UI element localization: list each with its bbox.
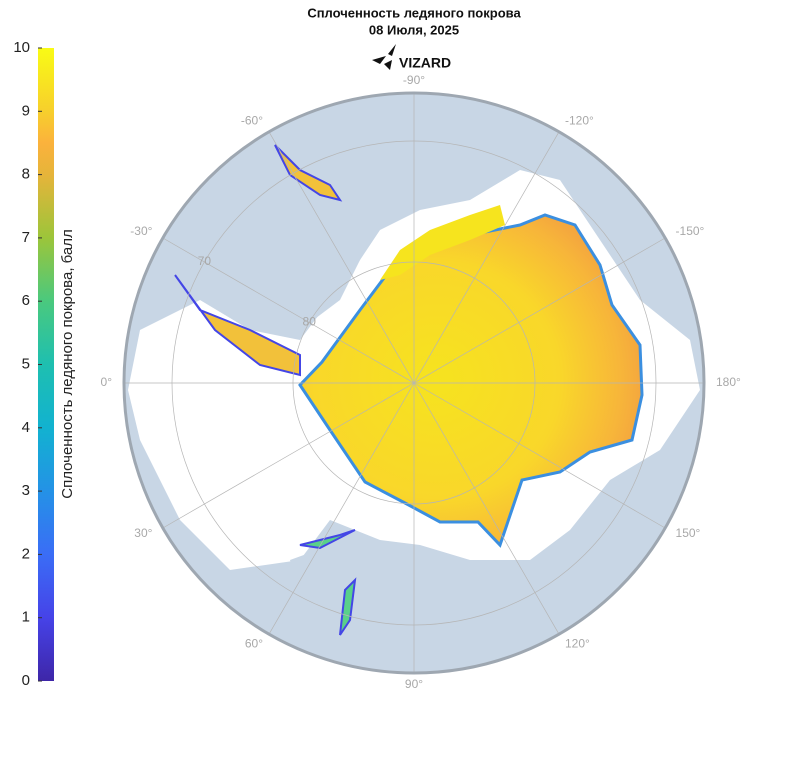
greenland <box>180 110 380 330</box>
longitude-label: -90° <box>403 73 425 87</box>
meridian <box>413 131 560 384</box>
longitude-label: 0° <box>101 375 113 389</box>
parallel <box>292 261 536 505</box>
colorbar-tick-label: 9 <box>22 102 30 119</box>
parallel <box>171 140 657 626</box>
colorbar-tick-label: 6 <box>22 292 30 309</box>
colorbar-ticks: 0 1 2 3 4 5 6 7 8 9 10 <box>13 39 42 689</box>
coastal-ice-south <box>299 529 357 636</box>
colorbar-tick-label: 3 <box>22 482 30 499</box>
meridian <box>413 382 560 635</box>
colorbar-tick-label: 8 <box>22 166 30 183</box>
colorbar-tick-label: 5 <box>22 355 30 372</box>
logo-text: VIZARD <box>399 55 451 71</box>
longitude-label: -120° <box>565 114 594 128</box>
colorbar-tick-label: 0 <box>22 672 30 689</box>
archipelago-ice <box>380 205 505 280</box>
title: Сплоченность ледяного покрова <box>307 5 521 20</box>
meridian <box>162 237 415 384</box>
colorbar-tick-label: 2 <box>22 545 30 562</box>
colorbar <box>38 48 54 681</box>
longitude-label: 120° <box>565 637 590 651</box>
meridian <box>413 237 666 384</box>
colorbar-tick-label: 7 <box>22 229 30 246</box>
sea-ice <box>298 213 644 548</box>
logo-icon <box>372 44 396 70</box>
longitude-label: 90° <box>405 677 423 691</box>
latitude-label: 70 <box>198 254 212 268</box>
longitude-label: 30° <box>134 526 152 540</box>
colorbar-tick-label: 10 <box>13 39 30 56</box>
meridian <box>268 382 415 635</box>
latitude-label: 80 <box>303 315 317 329</box>
map-frame <box>122 91 706 675</box>
colorbar-tick-label: 1 <box>22 609 30 626</box>
longitude-label: -30° <box>130 224 152 238</box>
colorbar-label: Сплоченность ледяного покрова, балл <box>59 229 76 499</box>
logo: VIZARD <box>372 44 451 71</box>
meridian <box>268 131 415 384</box>
meridian <box>162 382 415 529</box>
longitude-label: 60° <box>245 637 263 651</box>
novaya-zemlya <box>290 535 360 640</box>
longitude-label: 180° <box>716 375 741 389</box>
meridian <box>413 382 666 529</box>
colorbar-tick-label: 4 <box>22 419 30 436</box>
longitude-label: 150° <box>676 526 701 540</box>
longitude-label: -60° <box>241 114 263 128</box>
graticule: -90° -120° -60° -150° -30° 0° 180° 30° 150° 60° 12… <box>101 73 742 691</box>
longitude-label: -150° <box>676 224 705 238</box>
subtitle: 08 Июля, 2025 <box>369 22 459 37</box>
